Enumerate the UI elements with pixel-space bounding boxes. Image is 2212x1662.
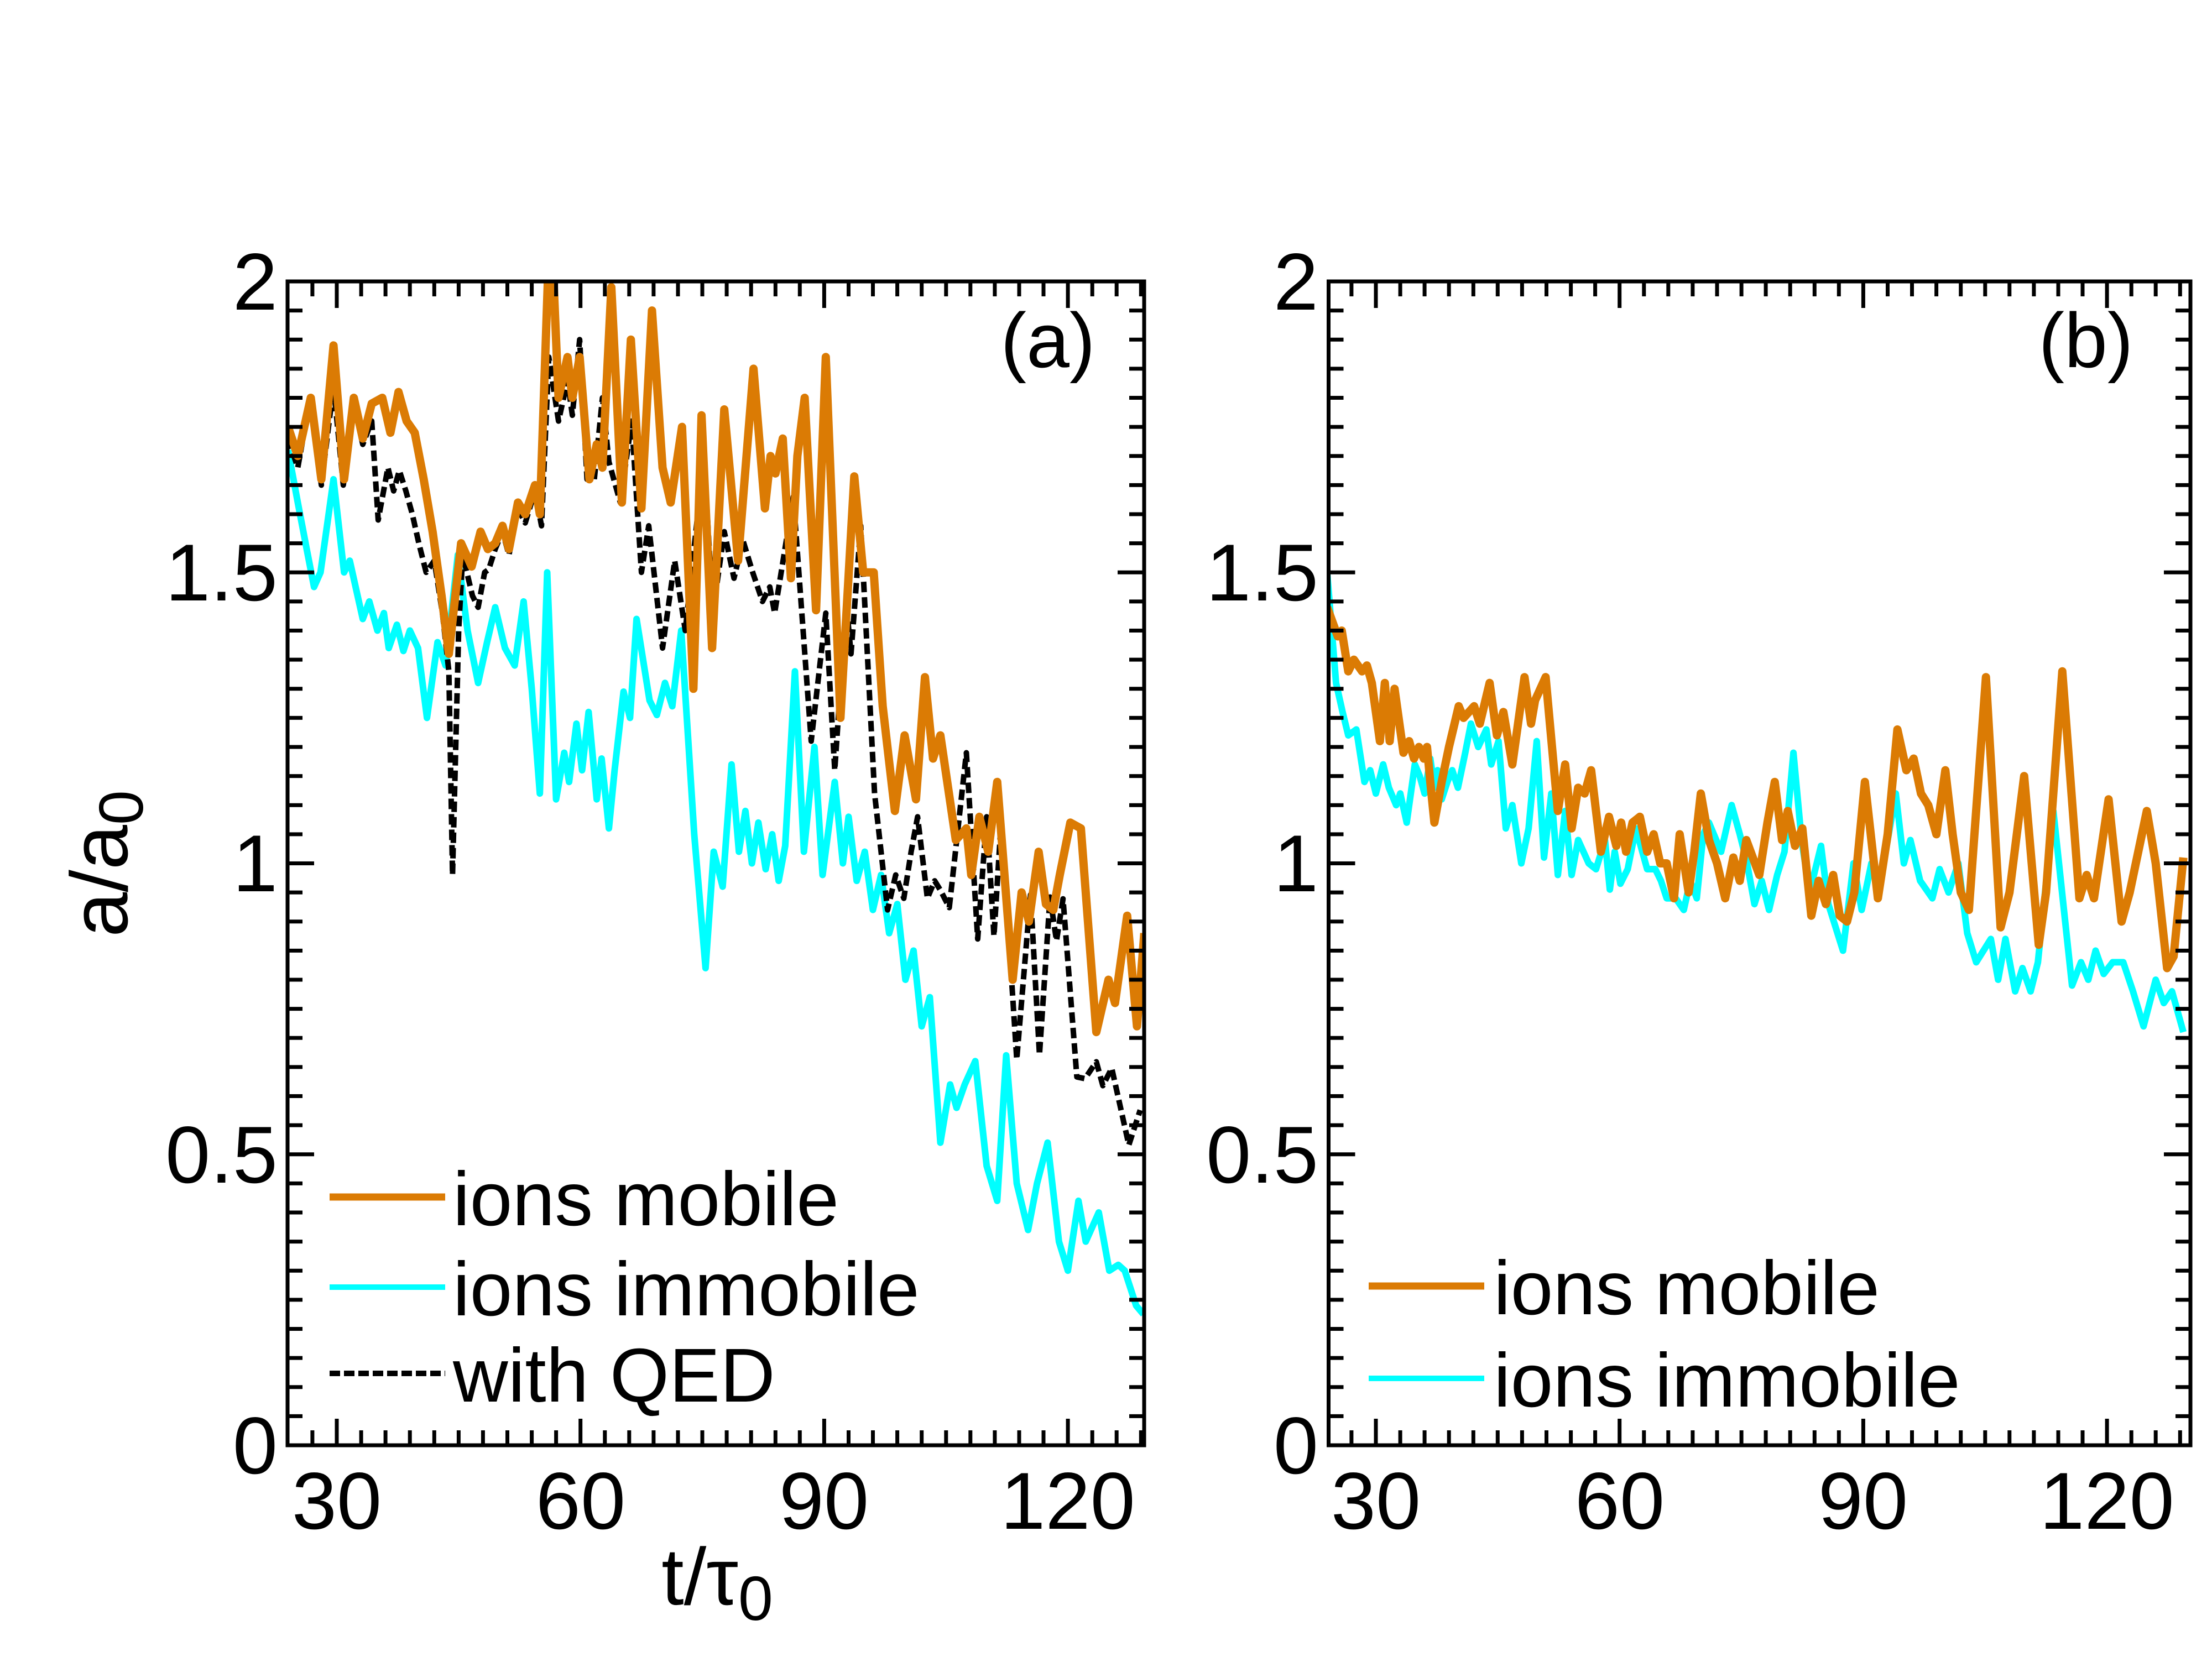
svg-text:0.5: 0.5 xyxy=(165,1110,278,1200)
svg-text:0.5: 0.5 xyxy=(1206,1110,1318,1200)
svg-text:(b): (b) xyxy=(2038,297,2133,384)
svg-text:30: 30 xyxy=(292,1456,382,1546)
svg-text:ions immobile: ions immobile xyxy=(453,1247,920,1332)
svg-text:60: 60 xyxy=(1575,1456,1665,1546)
svg-text:90: 90 xyxy=(779,1456,869,1546)
svg-text:60: 60 xyxy=(536,1456,625,1546)
svg-text:2: 2 xyxy=(1274,237,1318,327)
svg-text:ions immobile: ions immobile xyxy=(1494,1338,1960,1423)
svg-text:with QED: with QED xyxy=(452,1333,775,1418)
svg-text:ions mobile: ions mobile xyxy=(1494,1246,1880,1331)
svg-text:0: 0 xyxy=(233,1400,278,1491)
svg-text:120: 120 xyxy=(2039,1456,2174,1546)
svg-text:30: 30 xyxy=(1331,1456,1421,1546)
svg-text:0: 0 xyxy=(1274,1400,1318,1491)
svg-text:90: 90 xyxy=(1818,1456,1908,1546)
svg-text:1: 1 xyxy=(1274,818,1318,908)
svg-text:(a): (a) xyxy=(1000,297,1095,384)
svg-text:2: 2 xyxy=(233,237,278,327)
svg-text:1.5: 1.5 xyxy=(1206,527,1318,618)
svg-text:1.5: 1.5 xyxy=(165,527,278,618)
svg-text:1: 1 xyxy=(233,818,278,908)
svg-text:120: 120 xyxy=(1000,1456,1135,1546)
svg-text:ions mobile: ions mobile xyxy=(453,1157,839,1242)
